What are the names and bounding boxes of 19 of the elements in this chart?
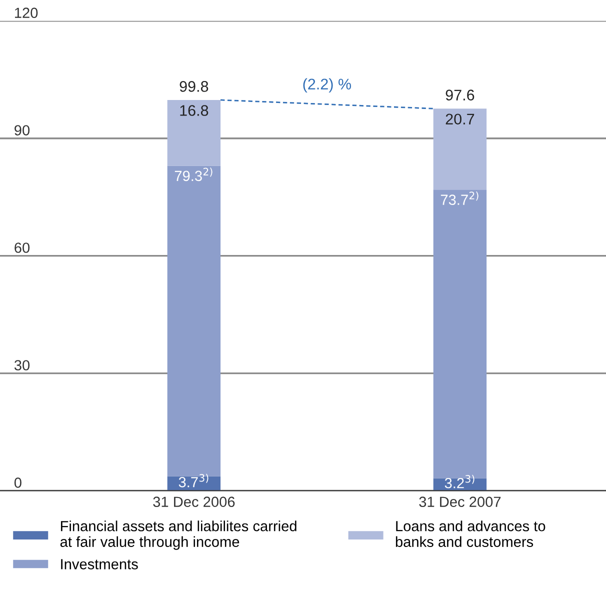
y-tick-label: 30 — [14, 360, 30, 370]
legend-label: Investments — [61, 559, 138, 570]
legend-label: Loans and advances to banks and customers — [396, 520, 546, 547]
y-tick-label: 0 — [14, 478, 22, 488]
legend-label: Financial assets and liabilites carried at fair value through income — [60, 520, 296, 550]
y-tick-label: 120 — [15, 8, 38, 18]
data-label: 3.7$^{3)}$ — [178, 474, 208, 488]
data-label: 3.2$^{3)}$ — [444, 474, 474, 488]
data-label: 20.7 — [446, 114, 474, 125]
annotation: (2.2) % — [303, 78, 352, 93]
x-tick-label: 31 Dec 2006 — [153, 496, 235, 507]
total-label: 97.6 — [446, 90, 474, 100]
data-label: 79.3$^{2)}$ — [174, 168, 212, 182]
x-tick-label: 31 Dec 2007 — [419, 496, 501, 507]
data-label: 16.8 — [180, 105, 208, 116]
data-label: 73.7$^{2)}$ — [440, 191, 478, 205]
y-tick-label: 90 — [14, 125, 30, 136]
total-label: 99.8 — [180, 81, 208, 92]
y-tick-label: 60 — [14, 242, 30, 253]
